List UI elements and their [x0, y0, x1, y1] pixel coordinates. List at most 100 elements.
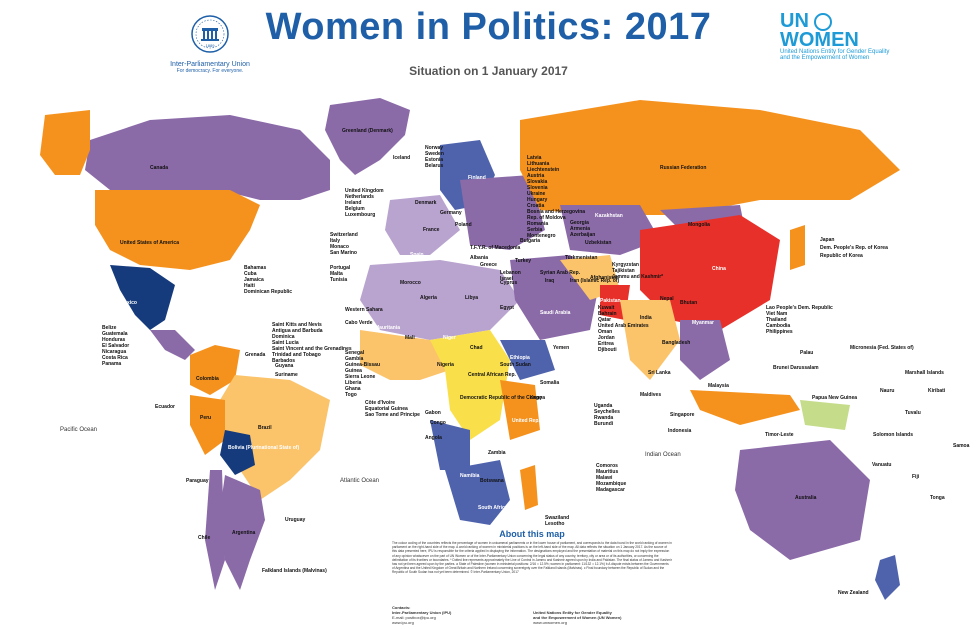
unw-contact-2: and the Empowerment of Women (UN Women) [533, 615, 622, 620]
label-kazakhstan: Kazakhstan [595, 213, 623, 219]
label-nigeria: Nigeria [437, 362, 454, 368]
unw-logo-un: UN [780, 10, 809, 32]
label-marshall: Marshall Islands [905, 370, 944, 376]
country-west-africa [360, 330, 450, 380]
country-russia [520, 100, 900, 215]
label-saudi: Saudi Arabia [540, 310, 571, 316]
label-sri-lanka: Sri Lanka [648, 370, 671, 376]
label-mexico: Mexico [120, 300, 137, 306]
country-eastern-europe [460, 175, 545, 250]
ocean-pacific: Pacific Ocean [60, 427, 98, 433]
label-falkland: Falkland Islands (Malvinas) [262, 568, 327, 574]
label-south-sudan: South Sudan [500, 362, 531, 368]
contacts: Contacts: Inter-Parliamentary Union (IPU… [392, 605, 673, 625]
label-iceland: Iceland [393, 155, 411, 161]
map-title: Women in Politics: 2017 [265, 6, 712, 48]
country-greenland [325, 98, 410, 175]
label-ethiopia: Ethiopia [510, 355, 530, 361]
label-grenada: Grenada [245, 352, 266, 358]
unw-contact: United Nations Entity for Gender Equalit… [533, 610, 612, 615]
label-greenland: Greenland (Denmark) [342, 128, 393, 134]
unw-web[interactable]: www.unwomen.org [533, 620, 567, 625]
label-poland: Poland [455, 222, 472, 228]
country-new-zealand [875, 555, 900, 600]
label-singapore: Singapore [670, 412, 695, 418]
label-namibia: Namibia [460, 473, 480, 479]
label-spain: Spain [410, 252, 424, 258]
country-japan [790, 225, 805, 270]
label-portugal-group: Portugal Malta Tunisia [330, 265, 351, 283]
label-mali: Mali [405, 335, 415, 341]
label-bangladesh: Bangladesh [662, 340, 691, 346]
label-congo: Congo [430, 420, 446, 426]
label-kyrgyz-group: Kyrgyzstan Tajikistan Jammu and Kashmir* [612, 262, 664, 280]
country-western-europe [385, 195, 460, 255]
country-canada [85, 115, 330, 200]
label-botswana: Botswana [480, 478, 504, 484]
label-bahamas-group: Bahamas Cuba Jamaica Haiti Dominican Rep… [244, 265, 293, 295]
label-lao-group: Lao People's Dem. Republic Viet Nam Thai… [766, 305, 833, 335]
label-peru: Peru [200, 415, 212, 421]
label-angola: Angola [425, 435, 442, 441]
label-bulgaria: Bulgaria [520, 238, 541, 244]
country-png [800, 400, 850, 430]
label-sudan: Sudan [500, 335, 516, 341]
label-iran: Iran (Islamic Rep. of) [570, 278, 620, 284]
label-gulf-guinea-group: Côte d'Ivoire Equatorial Guinea Sao Tome… [365, 400, 420, 418]
label-solomon: Solomon Islands [873, 432, 914, 438]
unw-sub-1: United Nations Entity for Gender Equalit… [780, 48, 890, 55]
country-chad-drc [430, 330, 510, 440]
label-new-zealand: New Zealand [838, 590, 869, 596]
label-chile: Chile [198, 535, 211, 541]
label-japan: Japan [820, 237, 835, 243]
label-scandi-group: Norway Sweden Estonia Belarus [425, 145, 444, 169]
label-drc: Democratic Republic of the Congo [460, 395, 542, 401]
label-canada: Canada [150, 165, 169, 171]
label-chad: Chad [470, 345, 483, 351]
map-subtitle: Situation on 1 January 2017 [409, 64, 568, 78]
label-western-sahara: Western Sahara [345, 307, 383, 313]
label-malaysia: Malaysia [708, 383, 729, 389]
label-myanmar: Myanmar [692, 320, 714, 326]
un-emblem-icon [814, 12, 833, 31]
ocean-atlantic: Atlantic Ocean [340, 478, 380, 484]
label-samoa: Samoa [953, 443, 970, 449]
country-north-africa [360, 260, 520, 340]
label-turkmenistan: Turkmenistan [565, 255, 598, 261]
label-ecuador: Ecuador [155, 404, 176, 410]
label-timor: Timor-Leste [765, 432, 794, 438]
label-nepal: Nepal [660, 296, 674, 302]
ipu-email: E-mail: postbox@ipu.org [392, 615, 436, 620]
label-iraq: Iraq [545, 278, 555, 284]
label-kuwait-group: Kuwait Bahrain Qatar United Arab Emirate… [598, 305, 649, 353]
label-central-america-group: Belize Guatemala Honduras El Salvador Ni… [102, 325, 130, 367]
country-usa-main [95, 190, 260, 270]
label-paraguay: Paraguay [186, 478, 209, 484]
label-greece: Greece [480, 262, 497, 268]
label-russia: Russian Federation [660, 165, 707, 171]
label-argentina: Argentina [232, 530, 256, 536]
label-car: Central African Rep. [468, 372, 516, 378]
country-ethiopia [500, 340, 555, 380]
unw-sub-2: and the Empowerment of Women [780, 54, 870, 61]
label-afghanistan: Afghanistan [590, 275, 619, 281]
label-south-africa: South Africa [478, 505, 508, 511]
label-cyprus: Cyprus [500, 280, 518, 286]
label-colombia: Colombia [196, 376, 219, 382]
country-southern-africa [445, 460, 510, 525]
label-eswatini-group: Swaziland Lesotho [545, 515, 570, 527]
label-mauritania: Mauritania [375, 325, 401, 331]
label-caribbean-group: Saint Kitts and Nevis Antigua and Barbud… [272, 322, 352, 364]
ipu-web[interactable]: www.ipu.org [392, 620, 414, 625]
label-france: France [423, 227, 440, 233]
label-uruguay: Uruguay [285, 517, 306, 523]
label-kenya: Kenya [530, 395, 546, 401]
label-madagascar-group: Comoros Mauritius Malawi Mozambique Mada… [596, 463, 627, 493]
label-brazil: Brazil [258, 425, 272, 431]
ipu-contact: Inter-Parliamentary Union (IPU) [392, 610, 452, 615]
label-australia: Australia [795, 495, 817, 501]
country-australia [735, 440, 870, 560]
unwomen-logo: UN WOMEN United Nations Entity for Gende… [780, 10, 950, 61]
about-text: The colour coding of the countries refle… [392, 541, 672, 575]
ipu-name: Inter-Parliamentary Union [170, 61, 250, 68]
